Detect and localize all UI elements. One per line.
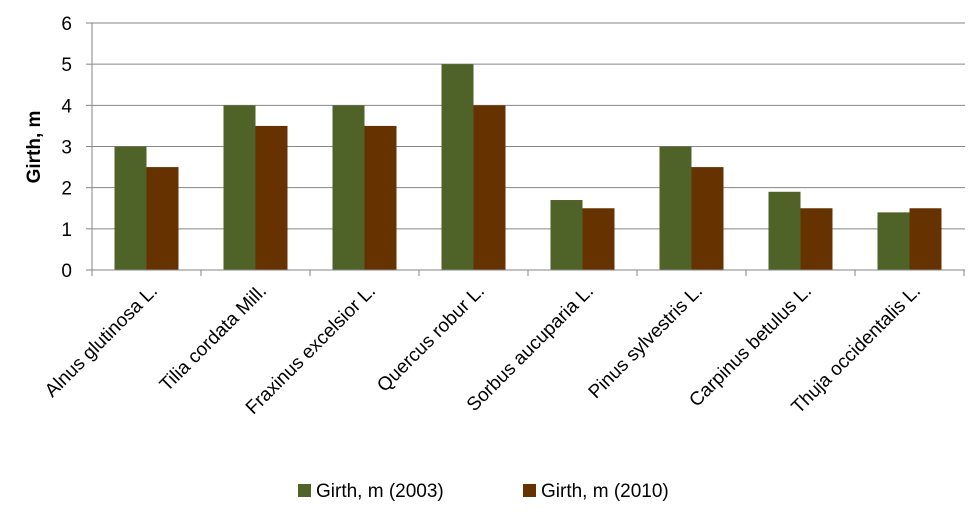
bar-2010 xyxy=(255,125,288,271)
y-tick-label: 0 xyxy=(61,261,72,282)
bar-2003 xyxy=(441,64,474,271)
legend: Girth, m (2003) Girth, m (2010) xyxy=(298,481,669,502)
axes xyxy=(86,22,965,276)
legend-swatch-2003 xyxy=(298,484,311,497)
y-tick-label: 3 xyxy=(61,138,72,159)
y-axis-title: Girth, m xyxy=(24,111,45,184)
x-category-label: Alnus glutinosa L. xyxy=(41,281,162,402)
bar-2010 xyxy=(146,167,179,270)
bar-2010 xyxy=(800,208,833,270)
x-category-label: Tilia cordata Mill. xyxy=(156,281,271,396)
bar-2003 xyxy=(877,212,910,270)
x-category-label: Pinus sylvestris L. xyxy=(585,281,707,403)
y-tick-label: 4 xyxy=(61,96,72,117)
legend-label-2010: Girth, m (2010) xyxy=(541,481,669,502)
bar-2003 xyxy=(332,105,365,270)
x-tick-labels: Alnus glutinosa L.Tilia cordata Mill.Fra… xyxy=(41,281,925,419)
x-category-label: Carpinus betulus L. xyxy=(685,281,816,412)
y-tick-label: 2 xyxy=(61,179,72,200)
y-tick-label: 1 xyxy=(61,220,72,241)
bar-2010 xyxy=(364,125,397,271)
bar-2003 xyxy=(550,200,583,270)
x-category-label: Quercus robur L. xyxy=(373,281,489,397)
bars xyxy=(114,64,942,271)
bar-2010 xyxy=(473,105,506,270)
bar-2010 xyxy=(909,208,942,270)
bar-2003 xyxy=(659,146,692,270)
y-tick-labels: 0 1 2 3 4 5 6 xyxy=(61,14,72,282)
legend-label-2003: Girth, m (2003) xyxy=(316,481,444,502)
bar-2010 xyxy=(582,208,615,270)
legend-swatch-2010 xyxy=(523,484,536,497)
bar-2003 xyxy=(114,146,147,270)
bar-2003 xyxy=(223,105,256,270)
bar-2003 xyxy=(768,191,801,270)
y-tick-label: 6 xyxy=(61,14,72,35)
bar-2010 xyxy=(691,167,724,270)
y-tick-label: 5 xyxy=(61,55,72,76)
gridlines xyxy=(92,22,965,230)
